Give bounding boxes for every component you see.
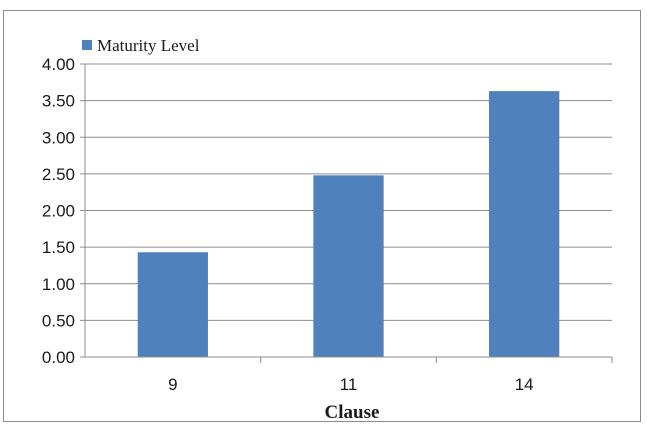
y-tick-label: 1.00 bbox=[42, 275, 75, 294]
bar-9 bbox=[137, 252, 208, 357]
bar-11 bbox=[313, 175, 384, 357]
bars bbox=[137, 91, 560, 357]
y-tick-label: 2.00 bbox=[42, 202, 75, 221]
legend: Maturity Level bbox=[82, 36, 200, 55]
legend-label: Maturity Level bbox=[97, 36, 200, 55]
y-tick-label: 4.00 bbox=[42, 55, 75, 74]
x-tick-label: 9 bbox=[168, 375, 177, 394]
y-tick-label: 0.00 bbox=[42, 348, 75, 367]
x-tick-label: 14 bbox=[515, 375, 534, 394]
y-tick-label: 1.50 bbox=[42, 238, 75, 257]
y-axis-tick-labels: 0.00 0.50 1.00 1.50 2.00 2.50 3.00 3.50 4.00 bbox=[42, 55, 75, 367]
x-axis-title: Clause bbox=[325, 402, 380, 423]
y-tick-label: 2.50 bbox=[42, 165, 75, 184]
bar-14 bbox=[489, 91, 560, 357]
y-tick-label: 0.50 bbox=[42, 311, 75, 330]
y-tick-label: 3.50 bbox=[42, 92, 75, 111]
y-tick-label: 3.00 bbox=[42, 128, 75, 147]
x-axis-tick-labels: 9 11 14 bbox=[168, 375, 534, 394]
axes bbox=[80, 63, 613, 363]
legend-swatch bbox=[82, 40, 92, 50]
x-tick-label: 11 bbox=[340, 375, 358, 394]
